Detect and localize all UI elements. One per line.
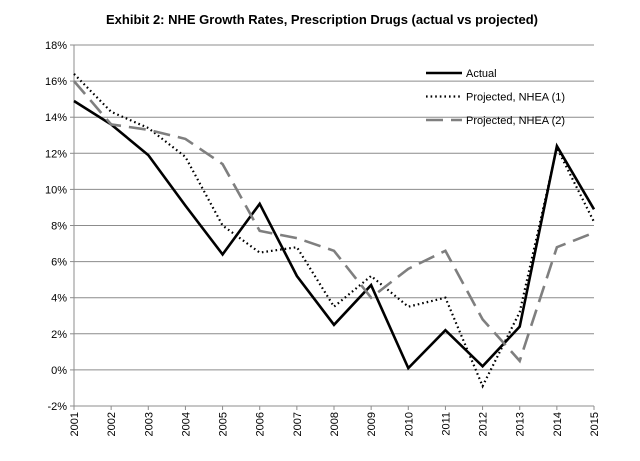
x-tick-label: 2012 bbox=[478, 412, 490, 436]
legend-label: Projected, NHEA (1) bbox=[466, 92, 565, 104]
series-line-2 bbox=[73, 73, 595, 389]
y-tick-label: -2% bbox=[47, 401, 67, 413]
series-lines bbox=[73, 73, 596, 389]
y-tick-label: 10% bbox=[45, 184, 67, 196]
x-tick-label: 2008 bbox=[329, 412, 341, 436]
x-tick-label: 2009 bbox=[366, 412, 378, 436]
y-tick-label: 8% bbox=[51, 221, 67, 233]
grid bbox=[74, 44, 594, 335]
x-tick-label: 2015 bbox=[589, 412, 601, 436]
x-tick-label: 2010 bbox=[403, 412, 415, 436]
axes bbox=[70, 44, 595, 410]
x-tick-label: 2013 bbox=[515, 412, 527, 436]
x-tick-labels: 2001 2002 2003 2004 2005 2006 2007 2008 2009 2010… bbox=[69, 412, 601, 436]
x-tick-label: 2002 bbox=[106, 412, 118, 436]
x-tick-label: 2014 bbox=[552, 412, 564, 436]
y-tick-label: 18% bbox=[45, 40, 67, 52]
y-tick-label: 14% bbox=[45, 112, 67, 124]
y-tick-labels: -2% 0% 2% 4% 6% 8% 10% 12% 14% 16% 18% bbox=[45, 40, 67, 413]
chart-title: Exhibit 2: NHE Growth Rates, Prescriptio… bbox=[106, 12, 538, 27]
x-tick-label: 2011 bbox=[440, 412, 452, 436]
series-line-1 bbox=[73, 99, 596, 371]
x-tick-label: 2003 bbox=[143, 412, 155, 436]
legend-label: Projected, NHEA (2) bbox=[466, 115, 565, 127]
y-tick-label: 12% bbox=[45, 148, 67, 160]
x-tick-label: 2007 bbox=[292, 412, 304, 436]
y-tick-label: 0% bbox=[51, 365, 67, 377]
legend: Actual Projected, NHEA (1) Projected, NHEA… bbox=[426, 68, 565, 127]
y-tick-label: 6% bbox=[51, 257, 67, 269]
y-tick-label: 16% bbox=[45, 76, 67, 88]
y-tick-label: 4% bbox=[51, 293, 67, 305]
legend-label: Actual bbox=[466, 68, 497, 80]
x-tick-label: 2004 bbox=[180, 412, 192, 436]
series-line-3 bbox=[73, 80, 595, 364]
x-tick-label: 2006 bbox=[255, 412, 267, 436]
x-tick-label: 2001 bbox=[69, 412, 81, 436]
x-tick-label: 2005 bbox=[218, 412, 230, 436]
y-tick-label: 2% bbox=[51, 329, 67, 341]
